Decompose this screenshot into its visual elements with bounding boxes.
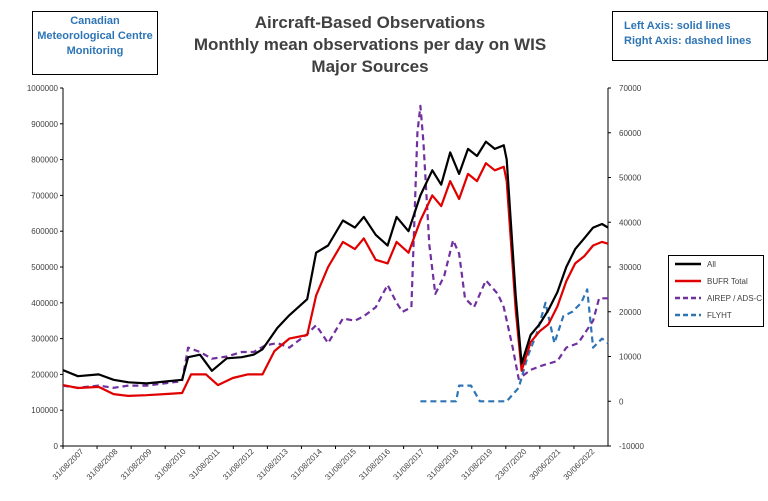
right-axis-ticks: -10000 0 10000 20000 30000 40000 50000 60000 700… [608, 84, 644, 451]
legend: All BUFR Total AIREP / ADS-C FLYHT [668, 255, 764, 327]
series-line-all [62, 140, 609, 385]
right-tick-label: -10000 [619, 442, 644, 451]
organization-line: Meteorological Centre [37, 30, 153, 42]
legend-swatch [675, 279, 701, 283]
legend-label: AIREP / ADS-C [707, 294, 762, 303]
x-tick-label: 31/08/2007 [51, 447, 86, 482]
left-tick-label: 700000 [31, 191, 58, 200]
left-tick-label: 200000 [31, 370, 58, 379]
title-line: Major Sources [311, 57, 429, 76]
x-tick-label: 30/06/2022 [562, 447, 597, 482]
left-tick-label: 0 [54, 442, 59, 451]
x-tick-label: 31/08/2019 [460, 447, 495, 482]
x-tick-label: 31/08/2017 [391, 447, 426, 482]
x-tick-label: 31/08/2011 [187, 447, 222, 482]
series-layer [62, 104, 609, 403]
right-tick-label: 30000 [619, 263, 642, 272]
legend-label: BUFR Total [707, 277, 748, 286]
left-tick-label: 500000 [31, 263, 58, 272]
legend-label: All [707, 260, 716, 269]
chart-title: Aircraft-Based Observations Monthly mean… [170, 12, 570, 78]
left-tick-label: 900000 [31, 120, 58, 129]
right-tick-label: 10000 [619, 353, 642, 362]
left-tick-label: 1000000 [27, 84, 59, 93]
x-tick-label: 31/08/2008 [85, 447, 120, 482]
series-line-airep-ads-c [62, 104, 608, 389]
x-tick-label: 31/08/2016 [357, 447, 392, 482]
title-line: Monthly mean observations per day on WIS [193, 35, 547, 54]
left-tick-label: 100000 [31, 406, 58, 415]
legend-swatch [675, 296, 701, 300]
x-tick-label: 31/08/2013 [255, 447, 290, 482]
right-tick-label: 0 [619, 397, 624, 406]
legend-swatch [675, 262, 701, 266]
axis-note-box: Left Axis: solid lines Right Axis: dashe… [612, 11, 768, 61]
right-tick-label: 40000 [619, 218, 642, 227]
x-tick-label: 31/08/2018 [425, 447, 460, 482]
plot-area [62, 88, 609, 447]
right-tick-label: 70000 [619, 84, 642, 93]
legend-swatch [675, 313, 701, 317]
x-tick-label: 31/08/2014 [289, 447, 324, 482]
series-line-bufr-total [62, 162, 609, 397]
axis-note-line: Right Axis: dashed lines [624, 35, 752, 47]
axis-note-line: Left Axis: solid lines [624, 20, 731, 32]
x-axis-ticks: 31/08/2007 31/08/2008 31/08/2009 31/08/2010… [51, 446, 597, 482]
left-tick-label: 400000 [31, 299, 58, 308]
x-tick-label: 31/08/2015 [323, 447, 358, 482]
right-tick-label: 60000 [619, 129, 642, 138]
organization-line: Monitoring [66, 45, 124, 57]
x-tick-label: 31/08/2012 [221, 447, 256, 482]
right-tick-label: 20000 [619, 308, 642, 317]
left-axis-ticks: 0 100000 200000 300000 400000 500000 600000 700… [27, 84, 63, 451]
x-tick-label: 31/08/2009 [119, 447, 154, 482]
organization-line: Canadian [70, 15, 120, 27]
left-tick-label: 600000 [31, 227, 58, 236]
left-tick-label: 800000 [31, 156, 58, 165]
organization-box: Canadian Meteorological Centre Monitorin… [32, 11, 158, 75]
legend-label: FLYHT [707, 311, 732, 320]
x-tick-label: 23/07/2020 [494, 447, 529, 482]
title-line: Aircraft-Based Observations [254, 13, 486, 32]
right-tick-label: 50000 [619, 174, 642, 183]
series-line-flyht [420, 288, 609, 403]
left-tick-label: 300000 [31, 335, 58, 344]
x-tick-label: 31/08/2010 [153, 447, 188, 482]
x-tick-label: 30/06/2021 [528, 447, 563, 482]
